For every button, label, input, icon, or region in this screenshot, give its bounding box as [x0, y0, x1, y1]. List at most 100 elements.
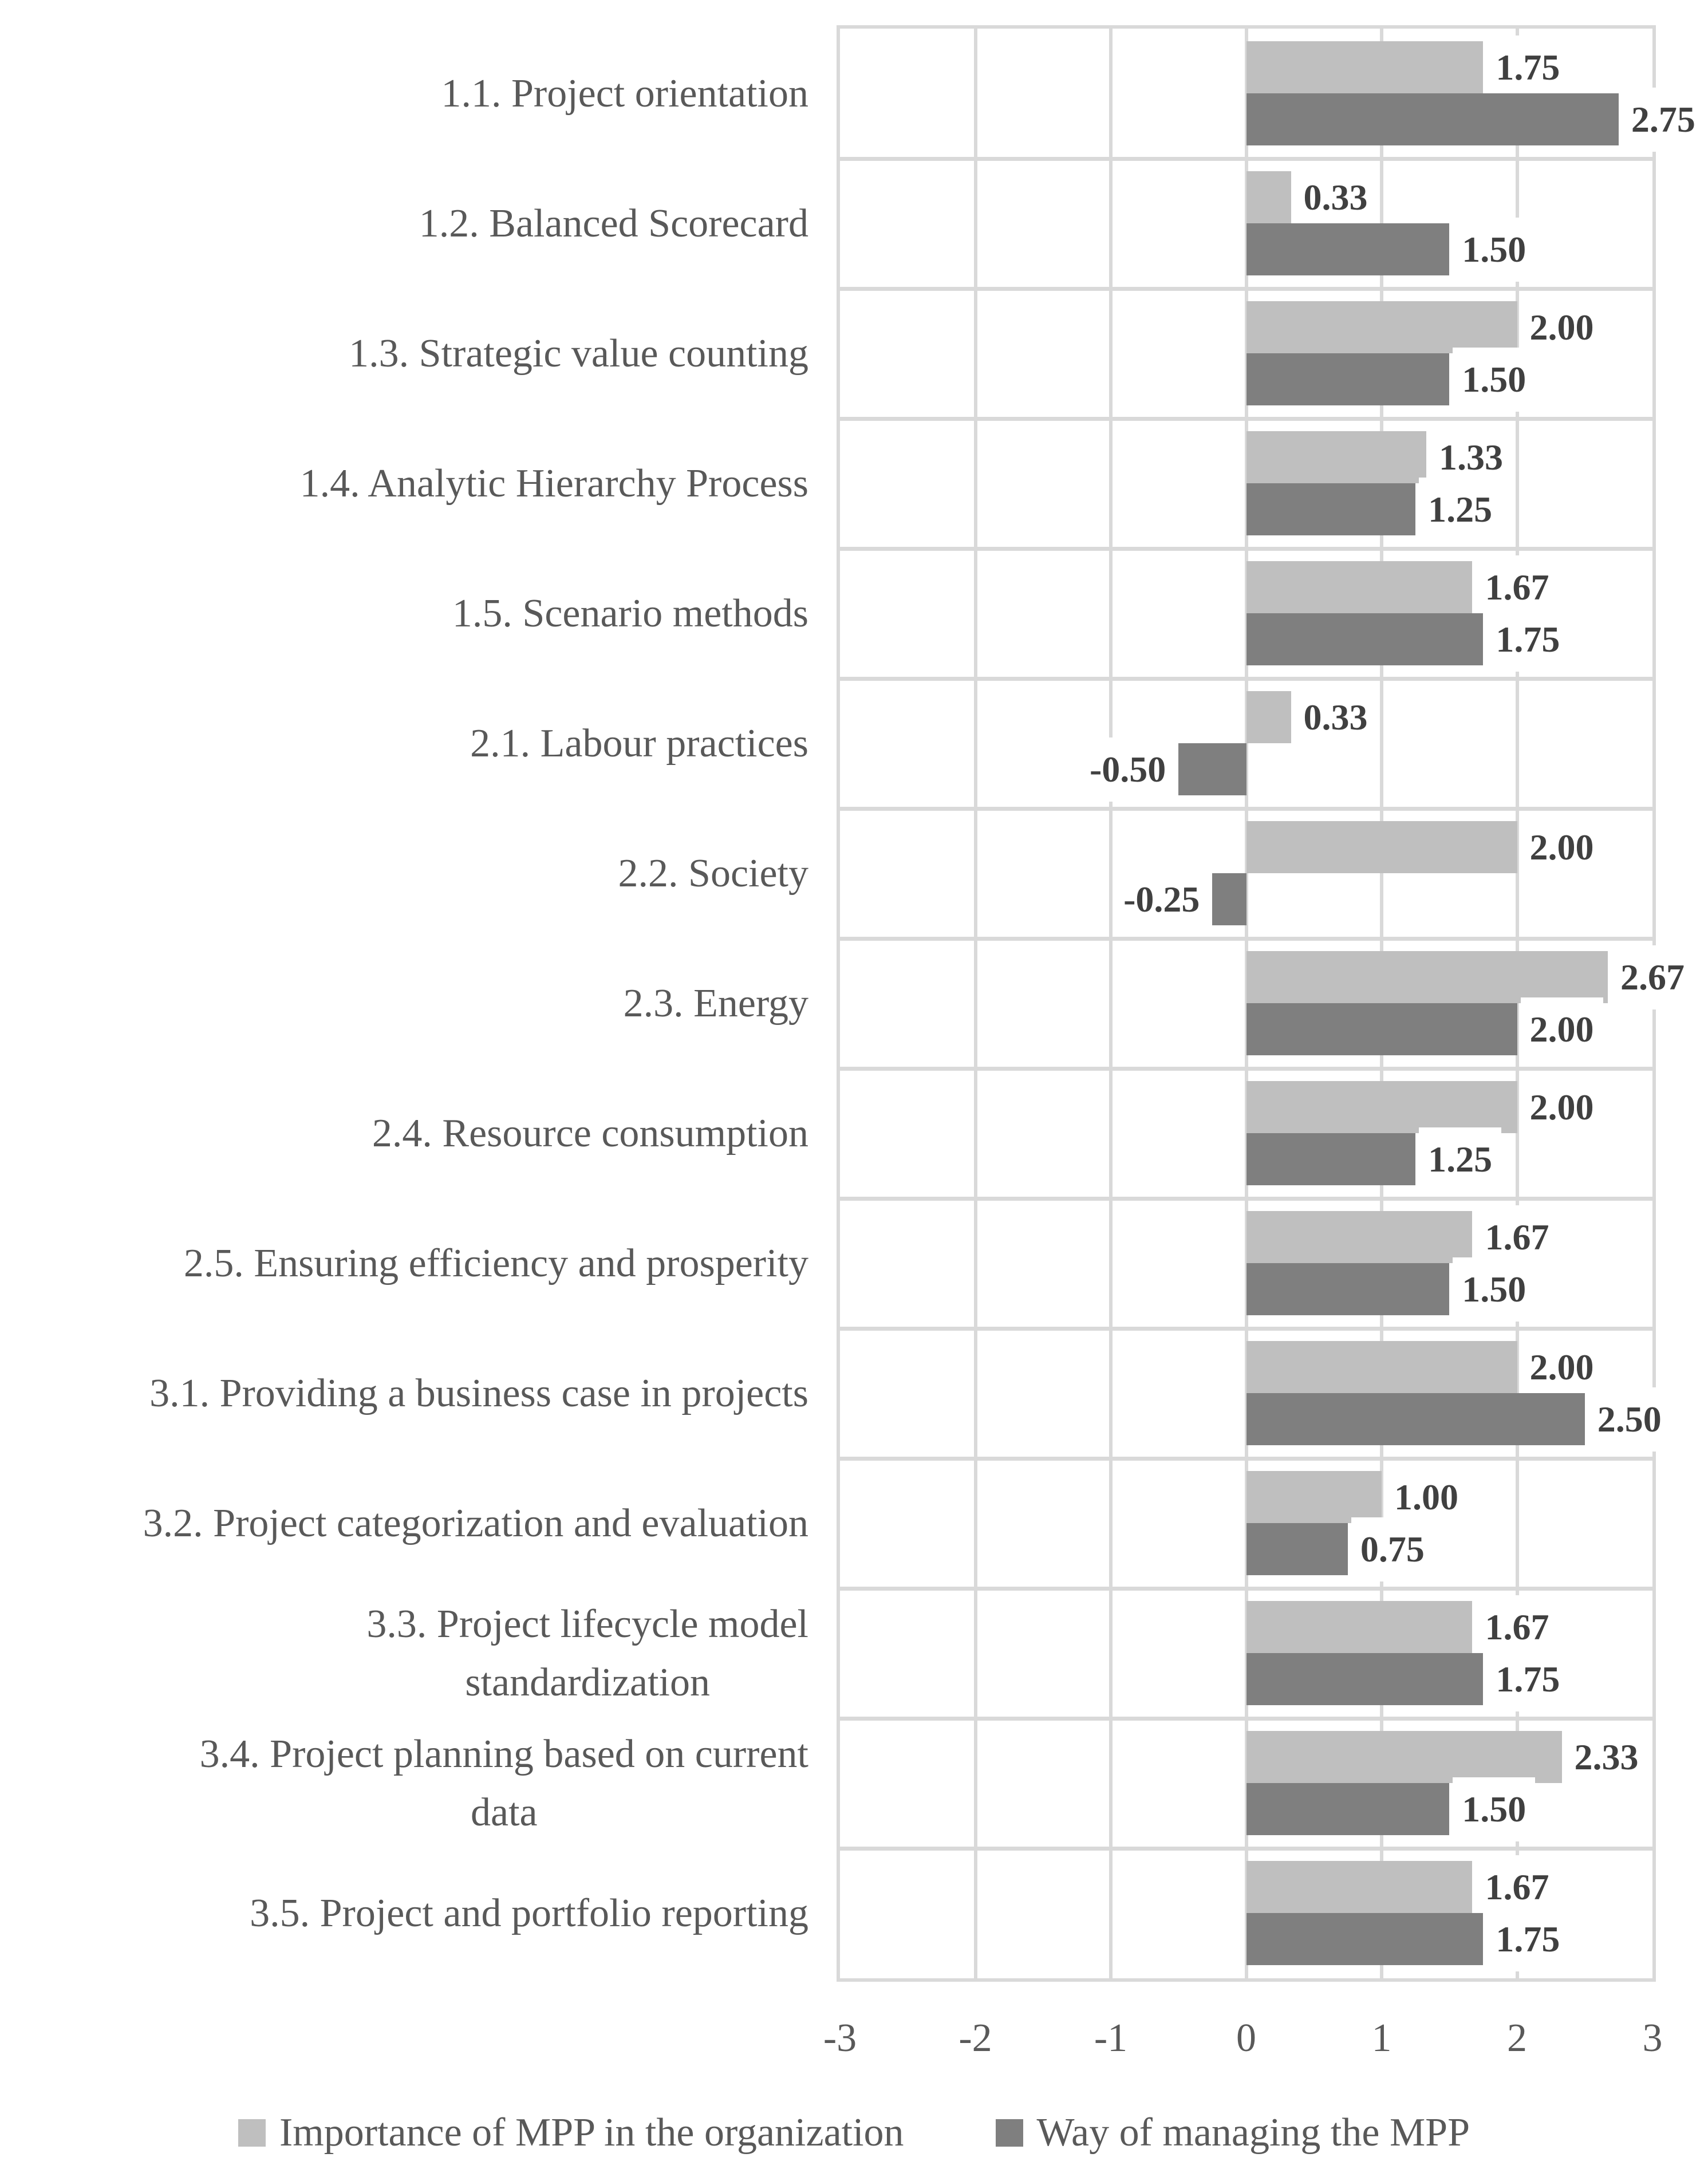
legend-swatch-light [238, 2119, 266, 2147]
row-separator [840, 1587, 1652, 1591]
bar [1246, 613, 1484, 665]
row-separator [840, 547, 1652, 551]
bar-value-label: 2.00 [1520, 815, 1603, 880]
bar [1246, 561, 1473, 613]
bar [1246, 41, 1484, 93]
category-label: 2.2. Society [618, 851, 808, 896]
category-label-cell: 3.3. Project lifecycle model standardiza… [0, 1588, 808, 1718]
row-separator [840, 937, 1652, 941]
bar-value-label: 2.00 [1520, 997, 1603, 1062]
category-label-cell: 2.5. Ensuring efficiency and prosperity [0, 1198, 808, 1328]
category-label-cell: 3.1. Providing a business case in projec… [0, 1328, 808, 1458]
bar-value-label: 2.00 [1520, 295, 1603, 360]
bar [1246, 691, 1291, 743]
bar [1178, 743, 1247, 795]
legend-label: Way of managing the MPP [1036, 2111, 1470, 2155]
bar [1246, 93, 1619, 145]
bar-value-label: 0.33 [1294, 685, 1377, 750]
row-separator [840, 677, 1652, 681]
category-label: 3.3. Project lifecycle model standardiza… [366, 1602, 808, 1705]
category-label: 1.4. Analytic Hierarchy Process [299, 461, 808, 506]
row-separator [840, 417, 1652, 421]
bar-value-label: 2.67 [1611, 945, 1694, 1009]
x-tick-label: -2 [958, 2016, 992, 2060]
bar [1246, 1211, 1473, 1263]
category-label-cell: 2.4. Resource consumption [0, 1068, 808, 1198]
gridline-v [1109, 29, 1113, 1978]
category-label: 1.5. Scenario methods [452, 591, 808, 636]
bar [1246, 353, 1450, 405]
bar [1246, 171, 1291, 223]
bar-value-label: 2.00 [1520, 1075, 1603, 1139]
x-tick-label: 1 [1371, 2016, 1392, 2060]
bar [1246, 1731, 1562, 1783]
row-separator [840, 1197, 1652, 1201]
bar [1246, 223, 1450, 275]
bar [1246, 1341, 1517, 1393]
bar [1246, 1263, 1450, 1315]
row-separator [840, 1067, 1652, 1071]
x-tick-label: 0 [1236, 2016, 1256, 2060]
bar [1246, 1653, 1484, 1705]
bar-value-label: 2.75 [1622, 87, 1705, 152]
bar [1246, 1081, 1517, 1133]
bar-value-label: 1.25 [1419, 1127, 1502, 1192]
category-label-cell: 3.4. Project planning based on current d… [0, 1718, 808, 1848]
row-separator [840, 807, 1652, 811]
bar-value-label: 0.75 [1351, 1517, 1434, 1581]
row-separator [840, 1327, 1652, 1331]
legend-swatch-dark [995, 2119, 1023, 2147]
category-label: 2.3. Energy [623, 981, 808, 1026]
bar-value-label: 1.50 [1453, 1257, 1536, 1322]
bar-value-label: -0.50 [1080, 737, 1176, 802]
bar [1246, 1471, 1382, 1523]
row-separator [840, 287, 1652, 291]
x-tick-label: 2 [1507, 2016, 1527, 2060]
category-label: 1.2. Balanced Scorecard [419, 201, 808, 246]
bar-value-label: 1.50 [1453, 217, 1536, 282]
bar [1212, 873, 1247, 925]
bar [1246, 1523, 1348, 1575]
bar [1246, 301, 1517, 353]
category-label-cell: 1.4. Analytic Hierarchy Process [0, 419, 808, 549]
row-separator [840, 1717, 1652, 1721]
bar [1246, 1913, 1484, 1965]
category-label-cell: 2.2. Society [0, 808, 808, 938]
plot-area: 1.75 2.75 0.33 1.50 2.00 1.50 1.33 1.25 1.67 1.75… [837, 25, 1705, 1982]
bar [1246, 1783, 1450, 1835]
legend-item-way-of-managing: Way of managing the MPP [995, 2110, 1470, 2156]
bar-value-label: 1.50 [1453, 347, 1536, 412]
bar-value-label: 1.67 [1476, 1205, 1559, 1269]
category-label-cell: 1.2. Balanced Scorecard [0, 159, 808, 289]
bar-value-label: -0.25 [1114, 867, 1209, 932]
category-label-cell: 1.5. Scenario methods [0, 549, 808, 679]
category-label-cell: 1.3. Strategic value counting [0, 289, 808, 419]
legend: Importance of MPP in the organization Wa… [0, 2110, 1708, 2156]
category-label-cell: 3.5. Project and portfolio reporting [0, 1848, 808, 1978]
bar-value-label: 1.75 [1486, 607, 1569, 672]
bar-value-label: 2.33 [1565, 1725, 1648, 1789]
category-label: 2.4. Resource consumption [372, 1111, 808, 1155]
category-label-cell: 1.1. Project orientation [0, 29, 808, 159]
bar-value-label: 1.25 [1419, 477, 1502, 542]
legend-item-importance: Importance of MPP in the organization [238, 2110, 904, 2156]
bar [1246, 951, 1608, 1003]
bar [1246, 1133, 1416, 1185]
bar-value-label: 1.75 [1486, 1647, 1569, 1711]
category-label: 3.1. Providing a business case in projec… [149, 1371, 808, 1415]
category-label-cell: 3.2. Project categorization and evaluati… [0, 1458, 808, 1588]
x-tick-label: 3 [1642, 2016, 1663, 2060]
bar-value-label: 0.33 [1294, 165, 1377, 230]
category-label: 1.1. Project orientation [441, 71, 808, 116]
row-separator [840, 157, 1652, 161]
category-label: 3.4. Project planning based on current d… [199, 1732, 808, 1835]
row-separator [840, 1847, 1652, 1851]
bar-value-label: 2.00 [1520, 1335, 1603, 1399]
bar-value-label: 1.75 [1486, 1907, 1569, 1971]
bar-value-label: 1.50 [1453, 1777, 1536, 1841]
bar [1246, 1861, 1473, 1913]
category-label: 2.1. Labour practices [470, 721, 808, 766]
x-tick-label: -3 [823, 2016, 857, 2060]
bar [1246, 821, 1517, 873]
bar-value-label: 2.50 [1588, 1387, 1671, 1452]
